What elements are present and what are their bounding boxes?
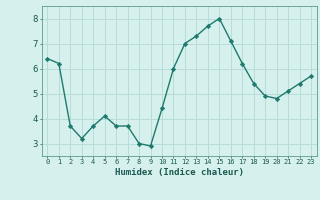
X-axis label: Humidex (Indice chaleur): Humidex (Indice chaleur) xyxy=(115,168,244,177)
